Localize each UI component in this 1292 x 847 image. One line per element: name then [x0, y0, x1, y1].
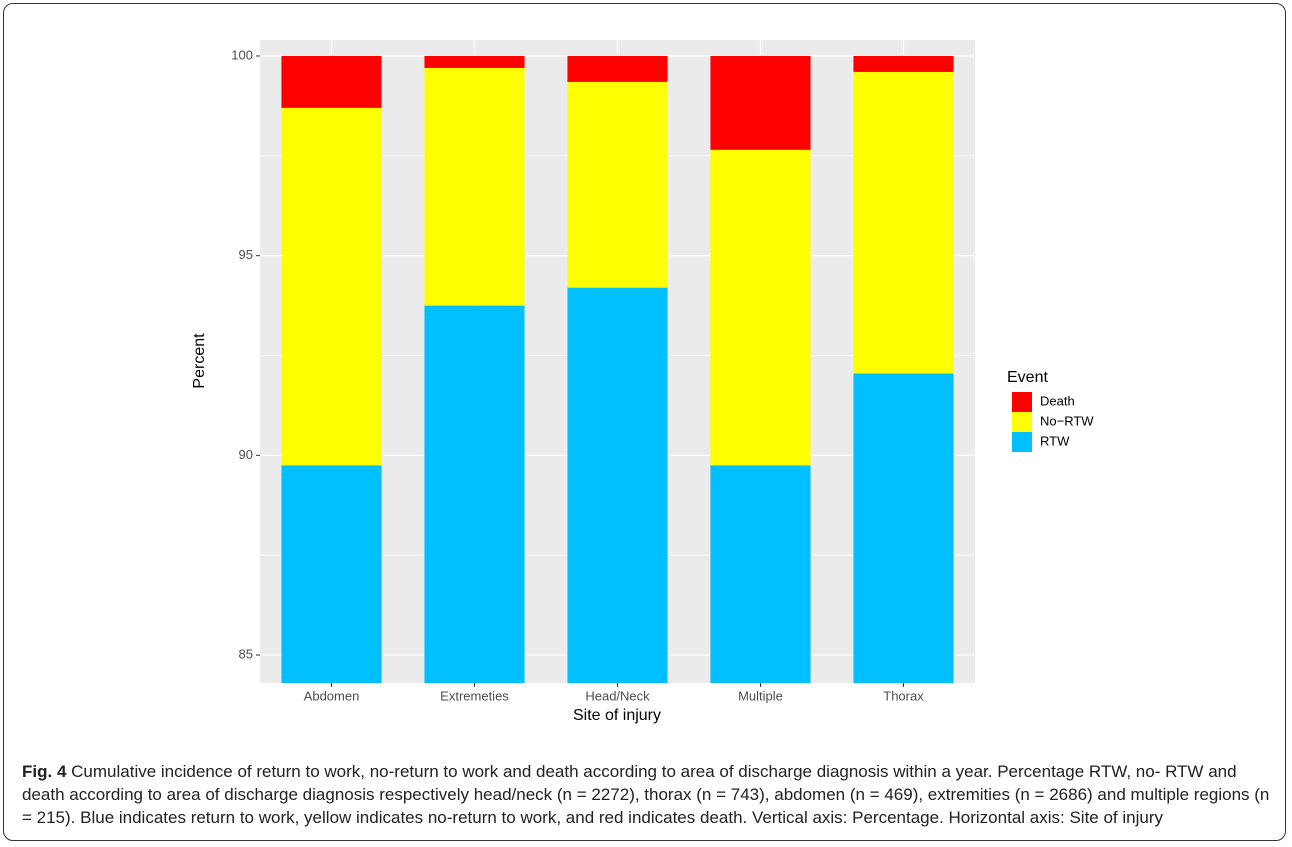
legend-label: Death	[1040, 393, 1075, 408]
x-tick-label: Thorax	[883, 688, 924, 703]
x-tick-label: Abdomen	[304, 688, 360, 703]
caption-label: Fig. 4	[22, 762, 67, 781]
bar-segment	[281, 465, 382, 683]
x-tick-label: Head/Neck	[585, 688, 650, 703]
bar-segment	[710, 465, 811, 683]
bar-segment	[567, 55, 668, 82]
bar-segment	[710, 55, 811, 150]
chart: Percent Site of injury Event 85 90 95 100 Ab…	[191, 40, 1094, 724]
legend-key	[1012, 392, 1032, 412]
bar-segment	[853, 373, 954, 683]
x-axis-title: Site of injury	[573, 707, 661, 724]
caption: Fig. 4 Cumulative incidence of return to…	[22, 760, 1272, 829]
bar-segment	[281, 107, 382, 466]
x-tick-label: Extremeties	[440, 688, 509, 703]
y-axis-title: Percent	[191, 333, 208, 389]
x-tick-label: Multiple	[738, 688, 783, 703]
bar-segment	[281, 55, 382, 108]
bar-segment	[567, 81, 668, 288]
bar-segment	[424, 55, 525, 68]
bar-segment	[424, 67, 525, 306]
figure-frame	[3, 3, 1286, 841]
y-tick-label: 100	[231, 47, 253, 62]
bar-segment	[567, 287, 668, 683]
legend-key	[1012, 432, 1032, 452]
bar-segment	[853, 71, 954, 374]
legend-label: No−RTW	[1040, 413, 1094, 428]
legend-key	[1012, 412, 1032, 432]
bar-segment	[710, 149, 811, 466]
legend-label: RTW	[1040, 433, 1070, 448]
y-tick-label: 95	[239, 247, 253, 262]
bar-segment	[424, 305, 525, 683]
y-tick-label: 85	[239, 646, 253, 661]
caption-text: Cumulative incidence of return to work, …	[22, 762, 1270, 827]
y-tick-label: 90	[239, 447, 253, 462]
legend-title: Event	[1007, 369, 1048, 386]
bar-segment	[853, 55, 954, 72]
